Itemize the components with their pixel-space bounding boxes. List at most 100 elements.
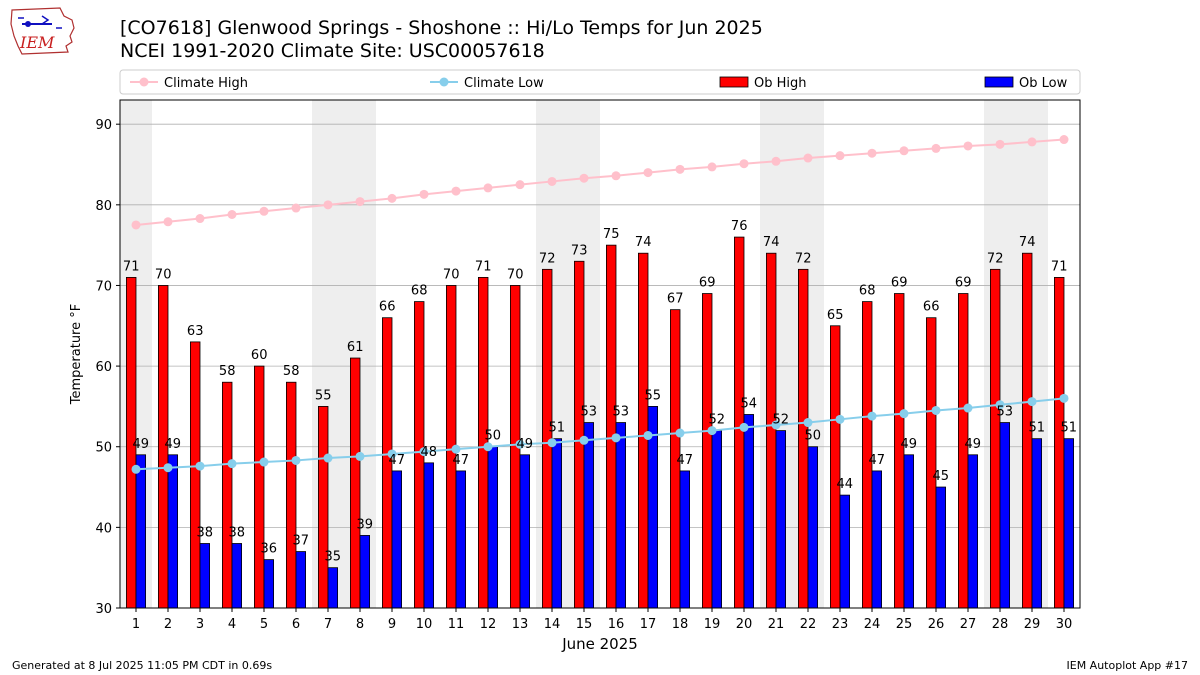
ob-low-bar	[1063, 438, 1075, 609]
x-tick-label: 15	[576, 617, 593, 632]
ob-low-bar	[551, 438, 563, 609]
ob-high-bar	[990, 268, 1001, 609]
ob-low-label: 47	[453, 453, 470, 468]
climate-high-point	[323, 200, 333, 210]
climate-low-point	[419, 447, 429, 457]
climate-low-point	[387, 449, 397, 459]
x-tick-label: 25	[896, 617, 913, 632]
ob-low-label: 35	[325, 550, 342, 565]
y-tick-label: 50	[95, 441, 112, 456]
ob-high-label: 66	[379, 300, 396, 315]
ob-high-label: 72	[539, 251, 556, 266]
legend-marker	[439, 77, 449, 87]
climate-low-point	[931, 405, 941, 415]
x-tick-label: 7	[324, 617, 332, 632]
iem-logo: IEM	[8, 6, 80, 58]
ob-low-bar	[903, 454, 915, 609]
ob-high-bar	[606, 244, 617, 609]
climate-high-point	[643, 168, 653, 178]
x-tick-label: 27	[960, 617, 977, 632]
chart-subtitle: NCEI 1991-2020 Climate Site: USC00057618	[120, 40, 545, 62]
ob-low-label: 49	[165, 437, 182, 452]
climate-high-point	[259, 206, 269, 216]
climate-high-point	[227, 210, 237, 220]
ob-high-bar	[734, 236, 745, 609]
ob-low-label: 47	[389, 453, 406, 468]
climate-high-point	[419, 189, 429, 199]
ob-high-label: 70	[443, 267, 460, 282]
ob-high-label: 65	[827, 308, 844, 323]
y-tick-label: 90	[95, 118, 112, 133]
ob-low-bar	[807, 446, 819, 609]
ob-high-bar	[189, 341, 201, 609]
ob-low-bar	[295, 551, 307, 609]
x-tick-label: 10	[416, 617, 433, 632]
ob-low-label: 49	[965, 437, 982, 452]
x-tick-label: 26	[928, 617, 945, 632]
ob-low-bar	[935, 486, 947, 609]
ob-high-label: 68	[859, 284, 876, 299]
x-tick-label: 5	[260, 617, 268, 632]
climate-low-line	[135, 397, 1065, 471]
ob-low-bar	[679, 470, 691, 609]
ob-high-label: 69	[699, 276, 716, 291]
climate-low-point	[739, 422, 749, 432]
climate-high-point	[355, 197, 365, 207]
ob-low-bar	[743, 414, 755, 609]
x-tick-label: 12	[480, 617, 497, 632]
x-tick-label: 9	[388, 617, 396, 632]
ob-high-label: 72	[795, 251, 812, 266]
ob-high-label: 72	[987, 251, 1004, 266]
climate-high-point	[803, 153, 813, 163]
climate-high-point	[1027, 137, 1037, 147]
ob-low-label: 49	[901, 437, 918, 452]
ob-low-label: 52	[773, 413, 790, 428]
ob-high-label: 71	[123, 259, 140, 274]
x-tick-label: 6	[292, 617, 300, 632]
ob-high-label: 71	[475, 259, 492, 274]
climate-low-point	[259, 457, 269, 467]
climate-high-point	[579, 173, 589, 183]
x-tick-label: 24	[864, 617, 881, 632]
ob-low-bar	[839, 494, 851, 609]
ob-high-bar	[926, 317, 937, 609]
ob-low-label: 51	[1029, 421, 1046, 436]
climate-high-point	[931, 143, 941, 153]
climate-low-point	[899, 409, 909, 419]
ob-low-bar	[583, 422, 595, 609]
ob-low-bar	[615, 422, 627, 609]
ob-high-label: 73	[571, 243, 588, 258]
climate-low-point	[291, 455, 301, 465]
ob-low-bar	[487, 446, 499, 609]
ob-high-label: 74	[635, 235, 652, 250]
climate-high-point	[163, 217, 173, 227]
climate-low-point	[451, 444, 461, 454]
ob-low-bar	[167, 454, 179, 609]
ob-low-bar	[231, 543, 243, 609]
ob-high-bar	[221, 381, 233, 609]
climate-high-point	[963, 141, 973, 151]
ob-low-bar	[967, 454, 979, 609]
y-tick-label: 80	[95, 199, 112, 214]
climate-low-point	[1059, 393, 1069, 403]
ob-low-label: 51	[1061, 421, 1078, 436]
ob-low-label: 47	[869, 453, 886, 468]
ob-low-label: 38	[229, 525, 246, 540]
legend-marker	[139, 77, 149, 87]
climate-high-point	[675, 164, 685, 174]
climate-high-point	[707, 162, 717, 172]
ob-low-label: 55	[645, 388, 662, 403]
ob-high-bar	[285, 381, 297, 609]
climate-low-point	[643, 430, 653, 440]
climate-low-point	[963, 403, 973, 413]
climate-high-point	[195, 214, 205, 224]
ob-high-label: 58	[219, 364, 236, 379]
y-tick-label: 70	[95, 279, 112, 294]
x-tick-label: 14	[544, 617, 561, 632]
climate-low-point	[163, 463, 173, 473]
ob-low-bar	[327, 567, 339, 609]
ob-low-label: 38	[197, 525, 214, 540]
ob-low-bar	[199, 543, 211, 609]
ob-high-bar	[702, 293, 713, 609]
climate-low-point	[995, 400, 1005, 410]
